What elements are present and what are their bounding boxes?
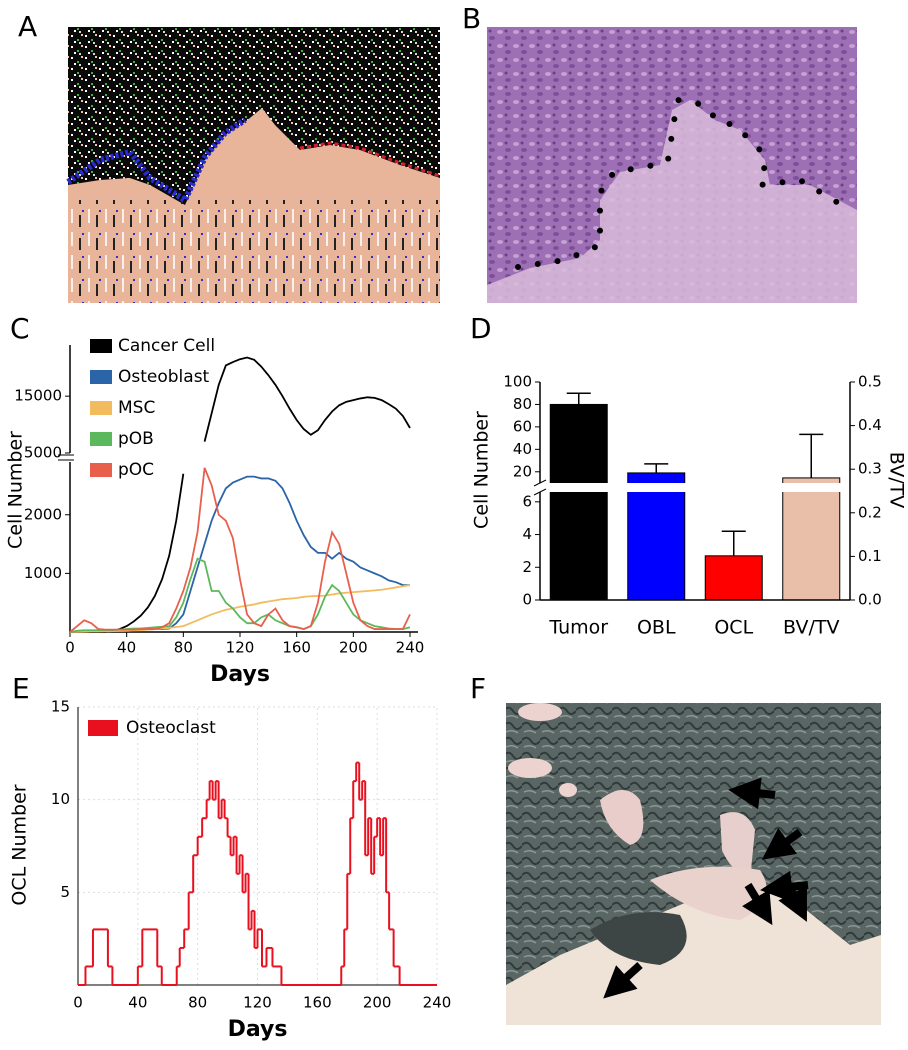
bar: [782, 477, 841, 601]
y-tick-label: 0: [522, 591, 532, 609]
x-tick-label: 80: [174, 639, 193, 657]
legend-swatch: [90, 370, 112, 384]
panel-label: B: [462, 2, 481, 35]
y-tick-label: 2: [522, 558, 532, 576]
axis-break-gap: [541, 483, 849, 492]
bar: [627, 472, 686, 601]
panel-label: E: [12, 672, 30, 705]
y-axis-label: Cell Number: [5, 431, 27, 549]
panel-label: F: [470, 672, 486, 705]
y2-tick-label: 0.3: [858, 460, 882, 478]
y-tick-label: 60: [513, 417, 532, 435]
y-axis-label: OCL Number: [9, 784, 31, 905]
x-tick-label: OBL: [637, 617, 676, 639]
y-tick-label: 40: [513, 440, 532, 458]
y-tick-label: 2000: [24, 505, 62, 523]
histology-image: [487, 27, 857, 303]
legend-swatch: [90, 463, 112, 477]
y-tick-label: 6: [522, 492, 532, 510]
legend-label: Osteoblast: [118, 367, 210, 387]
x-tick-label: BV/TV: [783, 617, 839, 639]
y-tick-label: 5000: [24, 444, 62, 462]
x-tick-label: 240: [423, 994, 452, 1012]
axis-break: [533, 479, 547, 487]
legend-label: Cancer Cell: [118, 336, 215, 356]
y-tick-label: 80: [513, 395, 532, 413]
legend-label: Osteoclast: [126, 718, 216, 738]
x-tick-label: 200: [363, 994, 392, 1012]
x-tick-label: 0: [65, 639, 75, 657]
y2-tick-label: 0.4: [858, 416, 882, 434]
x-tick-label: Tumor: [548, 617, 608, 639]
series-line: [69, 557, 411, 633]
y2-tick-label: 0.5: [858, 373, 882, 391]
axis-break: [533, 488, 547, 496]
x-tick-label: 120: [226, 639, 255, 657]
x-tick-label: 0: [73, 994, 83, 1012]
y2-tick-label: 0.2: [858, 503, 882, 521]
y2-axis-label: BV/TV: [886, 452, 908, 508]
y-tick-label: 4: [522, 525, 532, 543]
y2-tick-label: 0.0: [858, 591, 882, 609]
x-tick-label: 160: [303, 994, 332, 1012]
y-tick-label: 15000: [14, 387, 62, 405]
x-tick-label: 80: [188, 994, 207, 1012]
legend-label: pOC: [118, 460, 154, 480]
y-tick-label: 20: [513, 462, 532, 480]
series-line: [69, 475, 410, 633]
x-tick-label: 40: [128, 994, 147, 1012]
y-tick-label: 5: [60, 883, 70, 901]
legend-label: pOB: [118, 429, 154, 449]
y-axis-label: Cell Number: [471, 411, 493, 529]
bar: [704, 555, 763, 601]
x-axis-label: Days: [210, 662, 270, 687]
legend-swatch: [88, 720, 118, 736]
panel-label: C: [10, 312, 30, 345]
legend-swatch: [90, 401, 112, 415]
y-tick-label: 10: [51, 790, 70, 808]
x-axis-label: Days: [228, 1017, 288, 1042]
legend-label: MSC: [118, 398, 155, 418]
panel-label: A: [18, 10, 37, 43]
simulation-image: [66, 27, 441, 303]
x-tick-label: 160: [282, 639, 311, 657]
x-tick-label: 40: [117, 639, 136, 657]
bar: [549, 403, 608, 601]
series-line: [203, 356, 411, 442]
x-tick-label: 200: [339, 639, 368, 657]
series-line: [70, 473, 185, 633]
legend-swatch: [90, 339, 112, 353]
y-tick-label: 15: [51, 698, 70, 716]
x-tick-label: OCL: [714, 617, 753, 639]
x-tick-label: 120: [243, 994, 272, 1012]
y-tick-label: 1000: [24, 564, 62, 582]
panel-label: D: [470, 312, 492, 345]
x-tick-label: 240: [396, 639, 425, 657]
series-line: [69, 584, 411, 633]
series-line: [69, 467, 411, 633]
legend-swatch: [90, 432, 112, 446]
stained-section-image: [506, 703, 881, 1025]
y-tick-label: 100: [503, 373, 532, 391]
y2-tick-label: 0.1: [858, 547, 882, 565]
